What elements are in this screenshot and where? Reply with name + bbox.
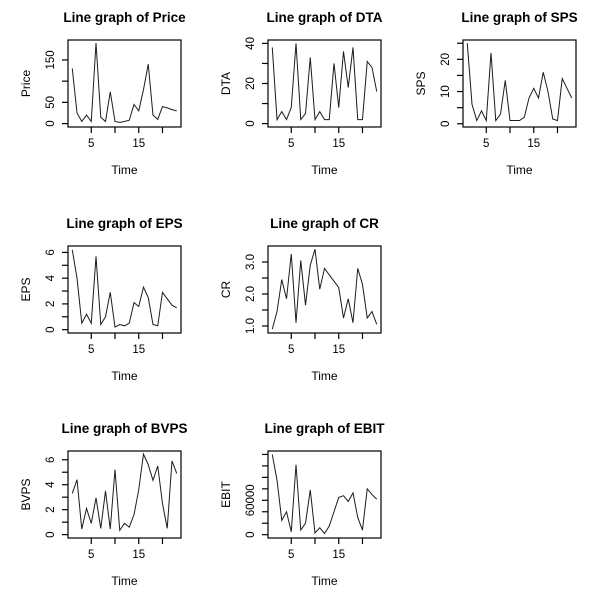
x-tick-label: 15	[132, 549, 145, 561]
axes	[262, 39, 382, 133]
subplot-price: Line graph of Price Price Time 0 50 150 5 15	[0, 0, 200, 200]
plot-box	[67, 450, 182, 539]
subplot-cr: Line graph of CR CR Time 1.0 2.0 3.0 5 15	[200, 206, 400, 406]
y-tick-label: 60000	[245, 484, 257, 516]
chart-svg: Line graph of EBIT EBIT Time 0 60000 5 15	[219, 421, 386, 588]
y-tick-label: 3.0	[245, 254, 257, 270]
plot-title: Line graph of CR	[270, 216, 379, 231]
y-tick-label: 10	[440, 85, 452, 98]
x-tick-label: 5	[88, 138, 94, 150]
x-axis-label: Time	[311, 369, 338, 383]
x-axis-label: Time	[111, 369, 138, 383]
x-axis-label: Time	[311, 574, 338, 588]
data-line	[271, 249, 378, 330]
y-tick-label: 2	[45, 301, 57, 307]
plot-title: Line graph of EPS	[66, 216, 182, 231]
chart-svg: Line graph of BVPS BVPS Time 0 2 4 6 5 15	[19, 421, 188, 588]
axes	[262, 450, 382, 544]
axes	[62, 450, 182, 544]
empty-cell	[395, 406, 600, 611]
chart-svg: Line graph of SPS SPS Time 0 10 20 5 15	[414, 10, 578, 177]
plot-title: Line graph of DTA	[267, 10, 383, 25]
x-tick-label: 5	[288, 549, 294, 561]
y-axis-label: Price	[19, 70, 33, 98]
subplot-ebit: Line graph of EBIT EBIT Time 0 60000 5 15	[200, 411, 400, 611]
data-line	[71, 42, 177, 123]
data-line	[271, 454, 378, 535]
plot-title: Line graph of BVPS	[61, 421, 187, 436]
empty-cell	[395, 200, 600, 406]
y-tick-label: 6	[45, 249, 57, 255]
x-axis-label: Time	[311, 163, 338, 177]
plot-title: Line graph of SPS	[461, 10, 577, 25]
y-tick-label: 0	[245, 531, 257, 537]
y-tick-label: 4	[45, 274, 57, 281]
plot-title: Line graph of Price	[63, 10, 186, 25]
axes	[457, 39, 577, 133]
data-line	[71, 452, 178, 532]
x-tick-label: 15	[132, 138, 145, 150]
y-tick-label: 1.0	[245, 318, 257, 334]
subplot-bvps: Line graph of BVPS BVPS Time 0 2 4 6 5 15	[0, 411, 200, 611]
data-line	[271, 43, 378, 122]
plot-title: Line graph of EBIT	[265, 421, 386, 436]
y-tick-label: 50	[45, 96, 57, 109]
y-axis-label: SPS	[414, 71, 428, 95]
subplot-eps: Line graph of EPS EPS Time 0 2 4 6 5 15	[0, 206, 200, 406]
x-tick-label: 5	[88, 549, 94, 561]
y-tick-label: 20	[440, 53, 452, 66]
axes	[62, 39, 182, 133]
y-tick-label: 40	[245, 37, 257, 50]
y-axis-label: DTA	[219, 72, 233, 95]
chart-svg: Line graph of CR CR Time 1.0 2.0 3.0 5 15	[219, 216, 382, 383]
x-tick-label: 15	[527, 138, 540, 150]
chart-svg: Line graph of Price Price Time 0 50 150 5 15	[19, 10, 186, 177]
y-tick-label: 0	[45, 120, 57, 126]
chart-svg: Line graph of DTA DTA Time 0 20 40 5 15	[219, 10, 383, 177]
y-tick-label: 4	[45, 481, 57, 488]
y-tick-label: 6	[45, 457, 57, 463]
x-tick-label: 5	[483, 138, 489, 150]
plot-box	[462, 39, 577, 128]
subplot-sps: Line graph of SPS SPS Time 0 10 20 5 15	[395, 0, 595, 200]
data-line	[466, 43, 573, 123]
x-tick-label: 15	[332, 138, 345, 150]
axes	[62, 245, 182, 339]
y-tick-label: 20	[245, 77, 257, 90]
y-axis-label: CR	[219, 281, 233, 299]
subplot-dta: Line graph of DTA DTA Time 0 20 40 5 15	[200, 0, 400, 200]
y-tick-label: 0	[245, 120, 257, 126]
x-tick-label: 15	[132, 344, 145, 356]
axes	[262, 245, 382, 339]
x-tick-label: 5	[88, 344, 94, 356]
plot-box	[267, 245, 382, 334]
x-axis-label: Time	[111, 574, 138, 588]
y-tick-label: 0	[440, 121, 452, 127]
y-axis-label: EPS	[19, 277, 33, 301]
plot-box	[267, 39, 382, 128]
x-axis-label: Time	[111, 163, 138, 177]
x-tick-label: 5	[288, 138, 294, 150]
y-tick-label: 0	[45, 326, 57, 332]
y-tick-label: 2.0	[245, 286, 257, 302]
y-tick-label: 150	[45, 50, 57, 69]
plot-box	[267, 450, 382, 539]
plot-box	[67, 39, 182, 128]
x-tick-label: 15	[332, 549, 345, 561]
x-tick-label: 15	[332, 344, 345, 356]
x-tick-label: 5	[288, 344, 294, 356]
y-axis-label: BVPS	[19, 478, 33, 510]
x-axis-label: Time	[506, 163, 533, 177]
y-tick-label: 0	[45, 531, 57, 537]
y-axis-label: EBIT	[219, 480, 233, 507]
data-line	[71, 249, 177, 328]
chart-svg: Line graph of EPS EPS Time 0 2 4 6 5 15	[19, 216, 183, 383]
y-tick-label: 2	[45, 506, 57, 512]
plot-box	[67, 245, 182, 334]
